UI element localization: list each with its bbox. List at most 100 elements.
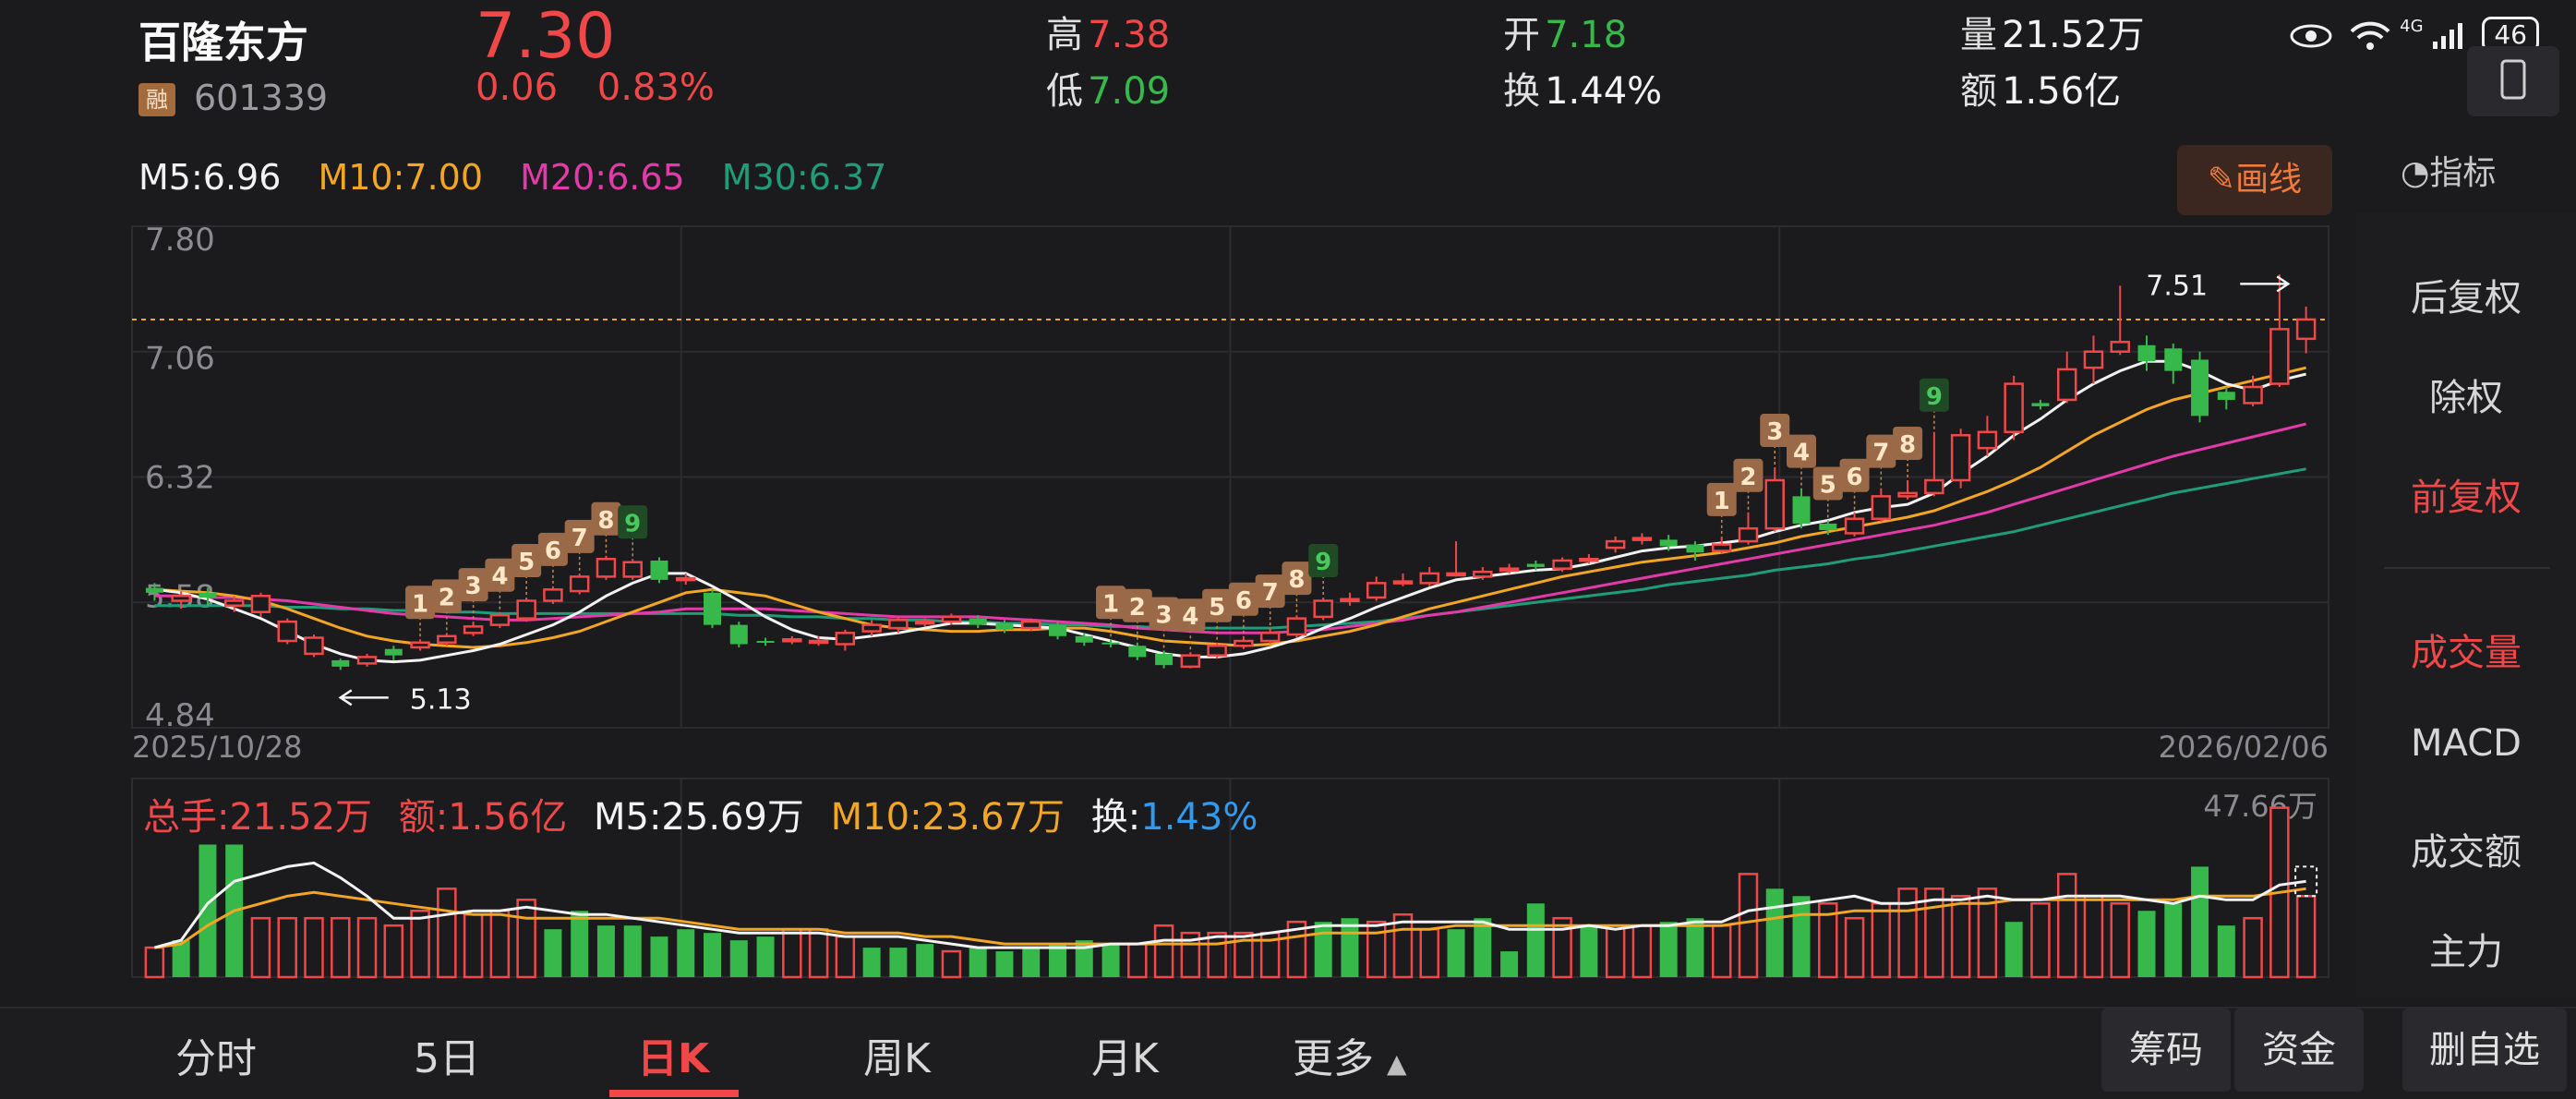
td-count: 7 (1872, 440, 1889, 467)
date-end-label: 2026/02/06 (2159, 730, 2329, 765)
td-count: 9 (624, 510, 641, 537)
volume-bar (1474, 918, 1492, 977)
side-item-pre-adjust[interactable]: 前复权 (2411, 477, 2522, 519)
td-count: 8 (1288, 566, 1305, 594)
vol-ma10: M10:23.67万 (830, 796, 1065, 839)
candle-body (384, 648, 403, 656)
td-badge (1760, 414, 1790, 448)
volume-bar (1552, 916, 1572, 979)
candle-body (596, 558, 617, 578)
volume-bar (1234, 931, 1254, 979)
caret-up-icon: ▲ (1387, 1048, 1407, 1079)
tab-weekly-k[interactable]: 周K (863, 1035, 931, 1082)
td-badge (1893, 426, 1923, 460)
total-amount: 额:1.56亿 (398, 796, 568, 839)
td-badge (458, 568, 488, 602)
candle-body (995, 622, 1014, 630)
td-badge (564, 519, 595, 553)
side-item-volume[interactable]: 成交量 (2411, 632, 2522, 674)
td-count: 6 (1847, 464, 1863, 491)
change-absolute: 0.06 (475, 66, 559, 109)
candle-body (782, 638, 802, 643)
price-tick-label: 6.32 (145, 460, 215, 497)
td-count: 2 (439, 584, 455, 611)
volume-bar (677, 929, 695, 977)
candle-body (2269, 328, 2290, 385)
volume-bar (1765, 888, 1784, 977)
volume-bar (1659, 922, 1678, 977)
volume-bar (331, 916, 351, 979)
volume-bar (1127, 942, 1148, 979)
draw-line-button[interactable]: ✎画线 (2177, 145, 2332, 215)
ma-legend: M5:6.96 M10:7.00 M20:6.65 M30:6.37 (138, 157, 912, 198)
kline-chart[interactable]: 7.807.066.325.584.842025/10/282026/02/06… (0, 0, 2356, 1007)
td-count: 4 (491, 563, 508, 591)
remove-watchlist-button[interactable]: 删自选 (2402, 1008, 2567, 1092)
volume-bar (2217, 925, 2235, 977)
candle-body (2110, 341, 2130, 353)
candle-body (1711, 543, 1732, 552)
tab-daily-k[interactable]: 日K (637, 1035, 710, 1082)
side-panel: 后复权 除权 前复权 成交量 MACD 成交额 主力 (2356, 212, 2576, 997)
td-count: 7 (1262, 579, 1279, 607)
volume-bar (250, 916, 271, 979)
td-badge (1812, 466, 1843, 501)
tab-monthly-k[interactable]: 月K (1091, 1035, 1159, 1082)
volume-bar (623, 925, 642, 977)
side-item-macd[interactable]: MACD (2411, 722, 2522, 765)
indicator-button[interactable]: ◔指标 (2401, 154, 2497, 192)
volume-bar (2110, 902, 2130, 979)
td-badge (1149, 597, 1179, 631)
candle-body (1366, 582, 1387, 599)
tab-more[interactable]: 更多 ▲ (1293, 1035, 1407, 1082)
volume-bar (463, 912, 484, 979)
candle-body (808, 639, 829, 645)
candle-body (1659, 539, 1678, 547)
side-item-post-adjust[interactable]: 后复权 (2411, 277, 2522, 320)
candle-body (331, 659, 350, 667)
volume-bar (199, 844, 217, 977)
td-badge (591, 501, 621, 536)
candle-body (1579, 558, 1599, 562)
volume-bar (2004, 922, 2023, 977)
volume-bar (1341, 918, 1359, 977)
candle-body (1234, 639, 1254, 647)
volume-bar (383, 924, 404, 979)
td-count: 9 (1315, 549, 1331, 576)
chips-button[interactable]: 筹码 (2101, 1008, 2231, 1092)
volume-bar (1605, 924, 1626, 979)
side-item-amount[interactable]: 成交额 (2411, 831, 2522, 874)
change-percent: 0.83% (596, 66, 715, 109)
volume-bar (808, 927, 829, 979)
candle-body (969, 618, 987, 625)
volume-bar (596, 925, 615, 977)
td-count: 6 (1235, 587, 1252, 615)
td-count: 5 (1820, 471, 1836, 499)
volume-bar (2295, 895, 2317, 979)
fullscreen-button[interactable] (2467, 46, 2559, 116)
volume-bar (571, 911, 589, 977)
candle-body (1419, 572, 1440, 585)
side-item-ex-rights[interactable]: 除权 (2429, 377, 2503, 419)
td-badge (1255, 574, 1285, 609)
volume-bar (2137, 911, 2156, 977)
candle-body (650, 561, 668, 580)
td-count: 3 (465, 573, 482, 600)
funds-button[interactable]: 资金 (2234, 1008, 2364, 1092)
ma5-label: M5:6.96 (138, 157, 282, 198)
candle-body (622, 561, 643, 578)
tab-5day[interactable]: 5日 (414, 1035, 480, 1082)
td-badge (537, 532, 568, 566)
side-item-main-force[interactable]: 主力 (2429, 931, 2503, 973)
quote-open: 开 7.18 (1503, 14, 1628, 56)
candle-body (1526, 563, 1545, 567)
volume-bar (172, 940, 190, 977)
tab-intraday[interactable]: 分时 (175, 1035, 257, 1082)
pencil-icon: ✎ (2207, 161, 2236, 199)
candle-body (1259, 632, 1281, 643)
candle-body (489, 613, 511, 626)
td-badge (405, 586, 436, 620)
candle-body (2056, 368, 2077, 402)
td-badge (512, 544, 542, 578)
volume-bar (2030, 902, 2051, 979)
